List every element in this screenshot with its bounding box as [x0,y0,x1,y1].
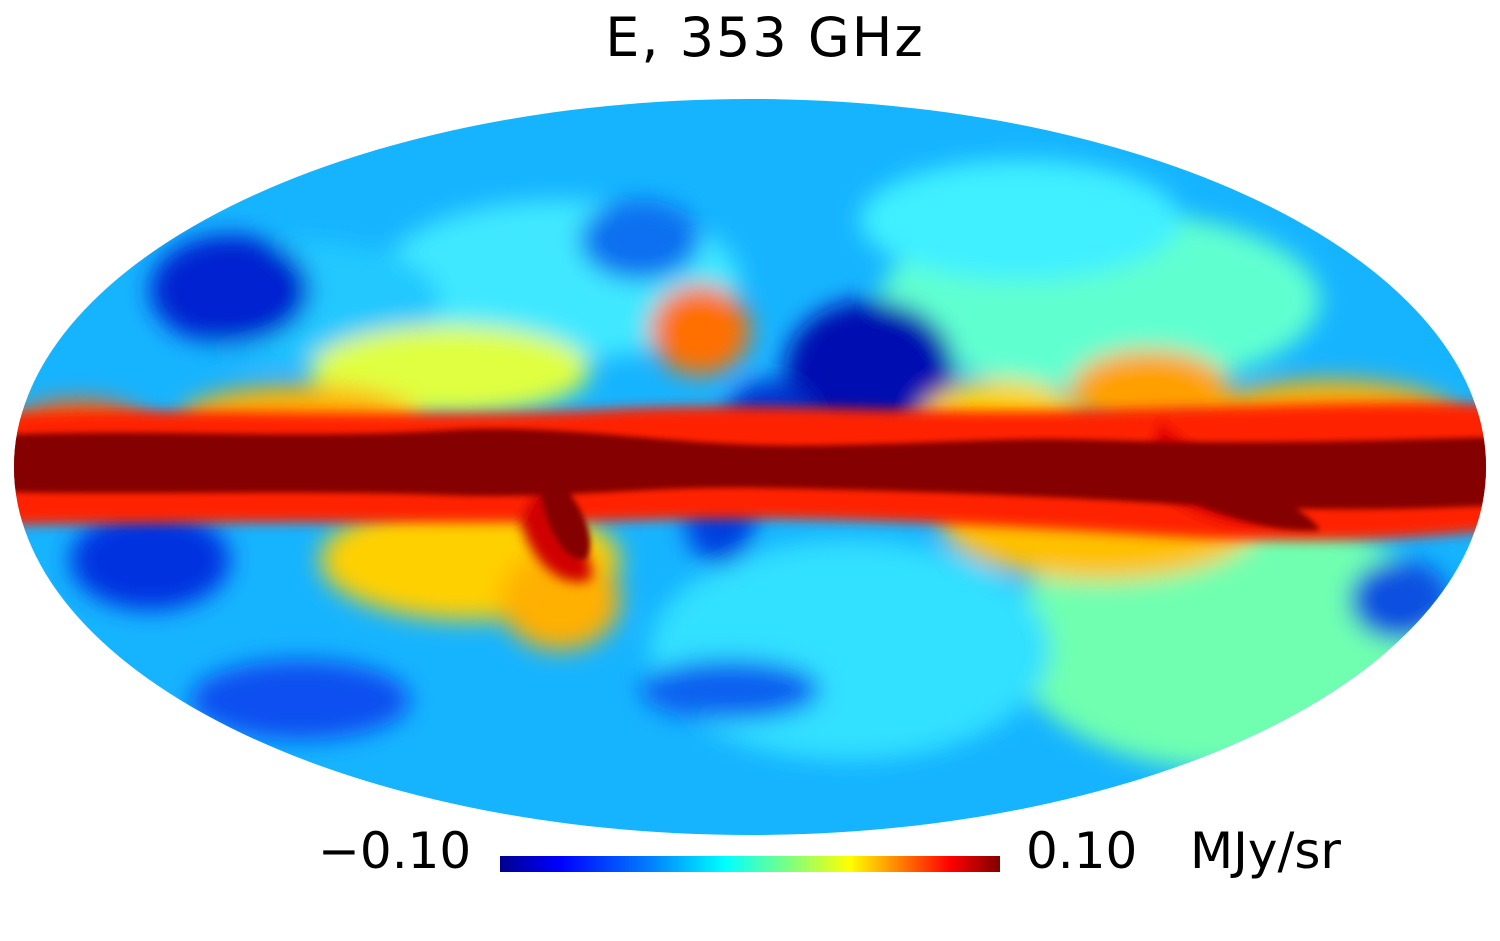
colorbar-unit-label: MJy/sr [1190,822,1341,880]
colorbar-max-label: 0.10 [1026,822,1138,880]
map-content [14,99,1486,835]
colorbar [500,856,1000,872]
colorbar-min-label: −0.10 [318,822,472,880]
map-title: E, 353 GHz [605,6,925,69]
